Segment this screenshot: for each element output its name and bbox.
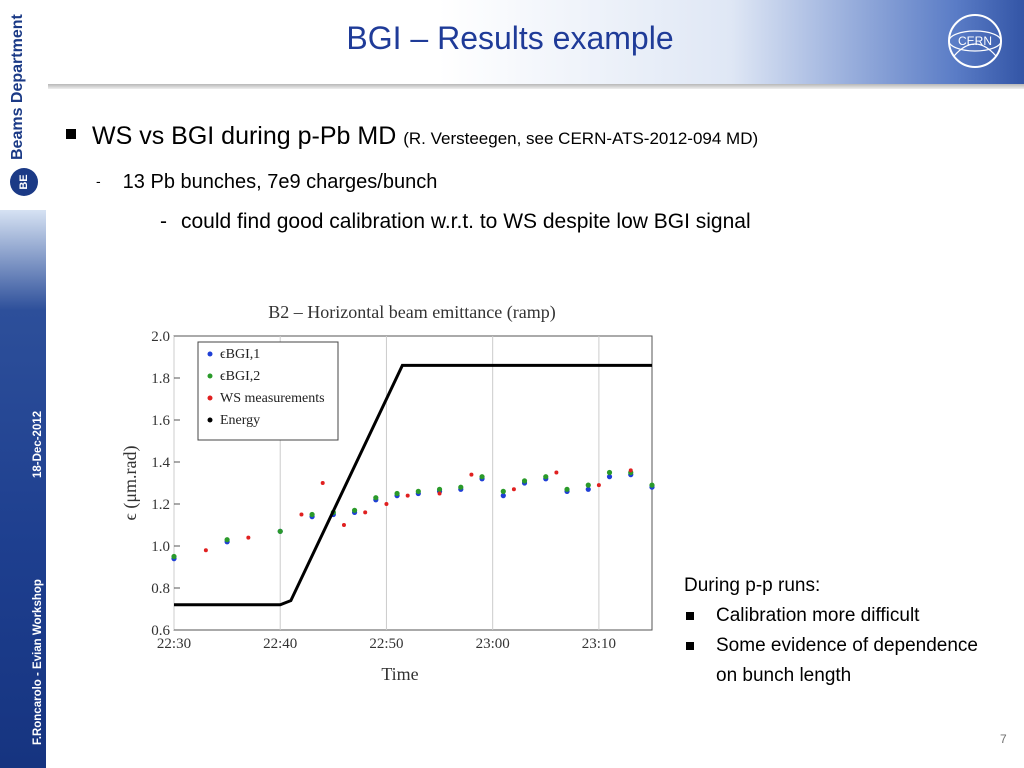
dash-bullet: - [96,173,101,189]
square-bullet-icon [686,612,694,620]
legend-marker [207,417,213,423]
data-point-bgi2 [309,511,315,518]
legend-label: WS measurements [220,391,325,406]
y-tick-label: 1.4 [151,455,170,471]
axis-ticks: 22:30 22:40 22:50 23:00 23:10 0.6 0.8 1.0 1.2 1.4… [151,329,616,652]
legend-marker [207,373,213,379]
data-point-ws [363,510,368,515]
bullet-level3-text: could find good calibration w.r.t. to WS… [181,210,751,233]
y-tick-label: 0.8 [151,581,170,597]
y-tick-label: 1.2 [151,497,170,513]
bullet-level2: - 13 Pb bunches, 7e9 charges/bunch [96,171,437,194]
x-axis-label: Time [381,664,418,684]
data-point-bgi2 [415,488,421,494]
data-point-bgi2 [606,469,613,476]
data-point-bgi2 [500,488,506,494]
data-point-bgi2 [277,528,283,534]
bullet-level1: WS vs BGI during p-Pb MD (R. Versteegen,… [66,122,758,151]
square-bullet-icon [66,129,76,139]
data-point-bgi2 [521,478,528,484]
chart-legend: ϵBGI,1 ϵBGI,2 WS measurements Energy [197,341,339,441]
data-point-bgi2 [436,486,443,492]
x-tick-label: 22:40 [263,636,297,652]
y-axis-label: ϵ (μm.rad) [120,446,141,521]
chart-title: B2 – Horizontal beam emittance (ramp) [268,302,555,323]
bullet-level2-text: 13 Pb bunches, 7e9 charges/bunch [122,171,438,193]
data-point-bgi2 [351,507,358,513]
footer-date: 18-Dec-2012 [32,410,44,478]
be-logo: BE [10,168,38,196]
side-note: During p-p runs: Calibration more diffic… [684,571,1004,691]
note-item-text: Calibration more difficult [716,605,920,626]
x-tick-label: 22:30 [157,636,191,652]
footer-author: F.Roncarolo - Evian Workshop [32,579,44,745]
sidebar-bar [0,210,46,768]
data-point-ws [511,487,516,492]
data-point-bgi2 [479,474,485,480]
y-tick-label: 0.6 [151,623,170,639]
note-item: Calibration more difficult [684,601,1004,631]
data-point-bgi2 [171,553,177,560]
data-point-bgi2 [543,474,549,480]
legend-label: ϵBGI,2 [220,369,260,384]
data-point-ws [203,548,208,553]
y-tick-label: 1.8 [151,371,170,387]
data-point-bgi1 [585,486,591,492]
legend-marker [207,351,213,357]
header-band [48,0,1024,84]
x-tick-label: 22:50 [369,636,403,652]
cern-logo: CERN [948,14,1002,68]
y-tick-label: 1.6 [151,413,170,429]
data-point-bgi2 [373,495,379,501]
data-point-ws [341,523,346,527]
data-point-ws [246,535,251,540]
x-tick-label: 23:10 [582,636,616,652]
bullet-level3: - could find good calibration w.r.t. to W… [160,210,751,234]
legend-marker [207,395,213,401]
header-divider [48,84,1024,89]
data-point-ws [469,472,474,477]
legend-box [197,341,339,441]
data-point-ws [320,481,325,485]
note-heading: During p-p runs: [684,575,821,596]
bullet-level1-text: WS vs BGI during p-Pb MD [92,122,397,150]
data-point-bgi2 [394,490,400,497]
page-number: 7 [1000,732,1007,746]
data-point-bgi2 [458,484,464,490]
legend-label: Energy [220,413,260,428]
slide-title: BGI – Results example [346,20,674,56]
data-point-ws [554,470,559,475]
data-point-bgi1 [500,493,506,499]
y-tick-label: 2.0 [151,329,170,345]
grid-lines [173,336,600,630]
data-point-ws [628,468,633,473]
data-point-ws [405,493,410,498]
note-item: Some evidence of dependence on bunch len… [684,631,1004,691]
x-tick-label: 23:00 [476,636,510,652]
data-point-ws [299,512,304,517]
be-logo-text: BE [18,174,30,190]
energy-line [174,363,652,607]
data-point-bgi2 [224,537,230,543]
y-tick-label: 1.0 [151,539,170,555]
emittance-chart: B2 – Horizontal beam emittance (ramp) 22… [120,302,655,684]
data-point-bgi1 [606,474,613,480]
data-point-ws [596,483,601,488]
legend-label: ϵBGI,1 [220,347,260,362]
department-name: Beams Department [9,14,26,160]
chart-marks [171,363,655,607]
data-point-ws [437,491,442,496]
data-point-bgi2 [585,482,591,488]
data-point-ws [384,502,389,506]
data-point-bgi2 [564,486,570,492]
data-point-bgi2 [649,482,655,488]
square-bullet-icon [686,642,694,650]
dash-bullet: - [160,210,167,233]
cern-logo-text: CERN [958,34,992,48]
note-item-text: Some evidence of dependence on bunch len… [716,635,978,686]
bullet-level1-reference: (R. Versteegen, see CERN-ATS-2012-094 MD… [403,129,759,148]
